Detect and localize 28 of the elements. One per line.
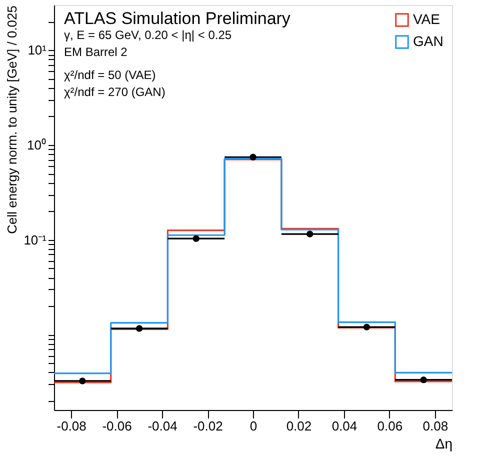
x-tick-label: -0.06	[102, 418, 132, 434]
annotation: ATLAS Simulation Preliminary	[64, 9, 291, 28]
point	[79, 378, 86, 384]
annotation: γ, E = 65 GeV, 0.20 < |η| < 0.25	[64, 28, 232, 42]
x-tick-label: -0.02	[193, 418, 223, 434]
y-axis-title: Cell energy norm. to unity [GeV] / 0.025	[4, 6, 20, 234]
y-tick-label: 10⁻¹	[24, 232, 48, 248]
legend-label: VAE	[413, 11, 440, 27]
x-tick-label: 0.04	[332, 418, 358, 434]
x-tick-label: 0.08	[422, 418, 448, 434]
point	[420, 376, 427, 384]
y-tick-label: 10¹	[28, 42, 48, 58]
x-tick-label: 0.02	[286, 418, 312, 434]
point	[250, 154, 256, 160]
point	[306, 230, 314, 238]
x-axis-title: Δη	[435, 436, 452, 452]
y-tick-label: 10⁰	[27, 138, 46, 153]
x-tick-label: 0	[250, 418, 258, 434]
annotation: χ²/ndf = 270 (GAN)	[64, 85, 166, 99]
x-tick-label: -0.08	[56, 418, 86, 434]
annotation: χ²/ndf = 50 (VAE)	[64, 68, 156, 82]
point	[136, 325, 143, 332]
x-tick-label: -0.04	[148, 418, 178, 434]
point	[363, 324, 370, 330]
annotation: EM Barrel 2	[64, 45, 128, 59]
legend-label: GAN	[413, 33, 444, 49]
x-tick-label: 0.06	[377, 418, 403, 434]
point	[192, 235, 200, 242]
